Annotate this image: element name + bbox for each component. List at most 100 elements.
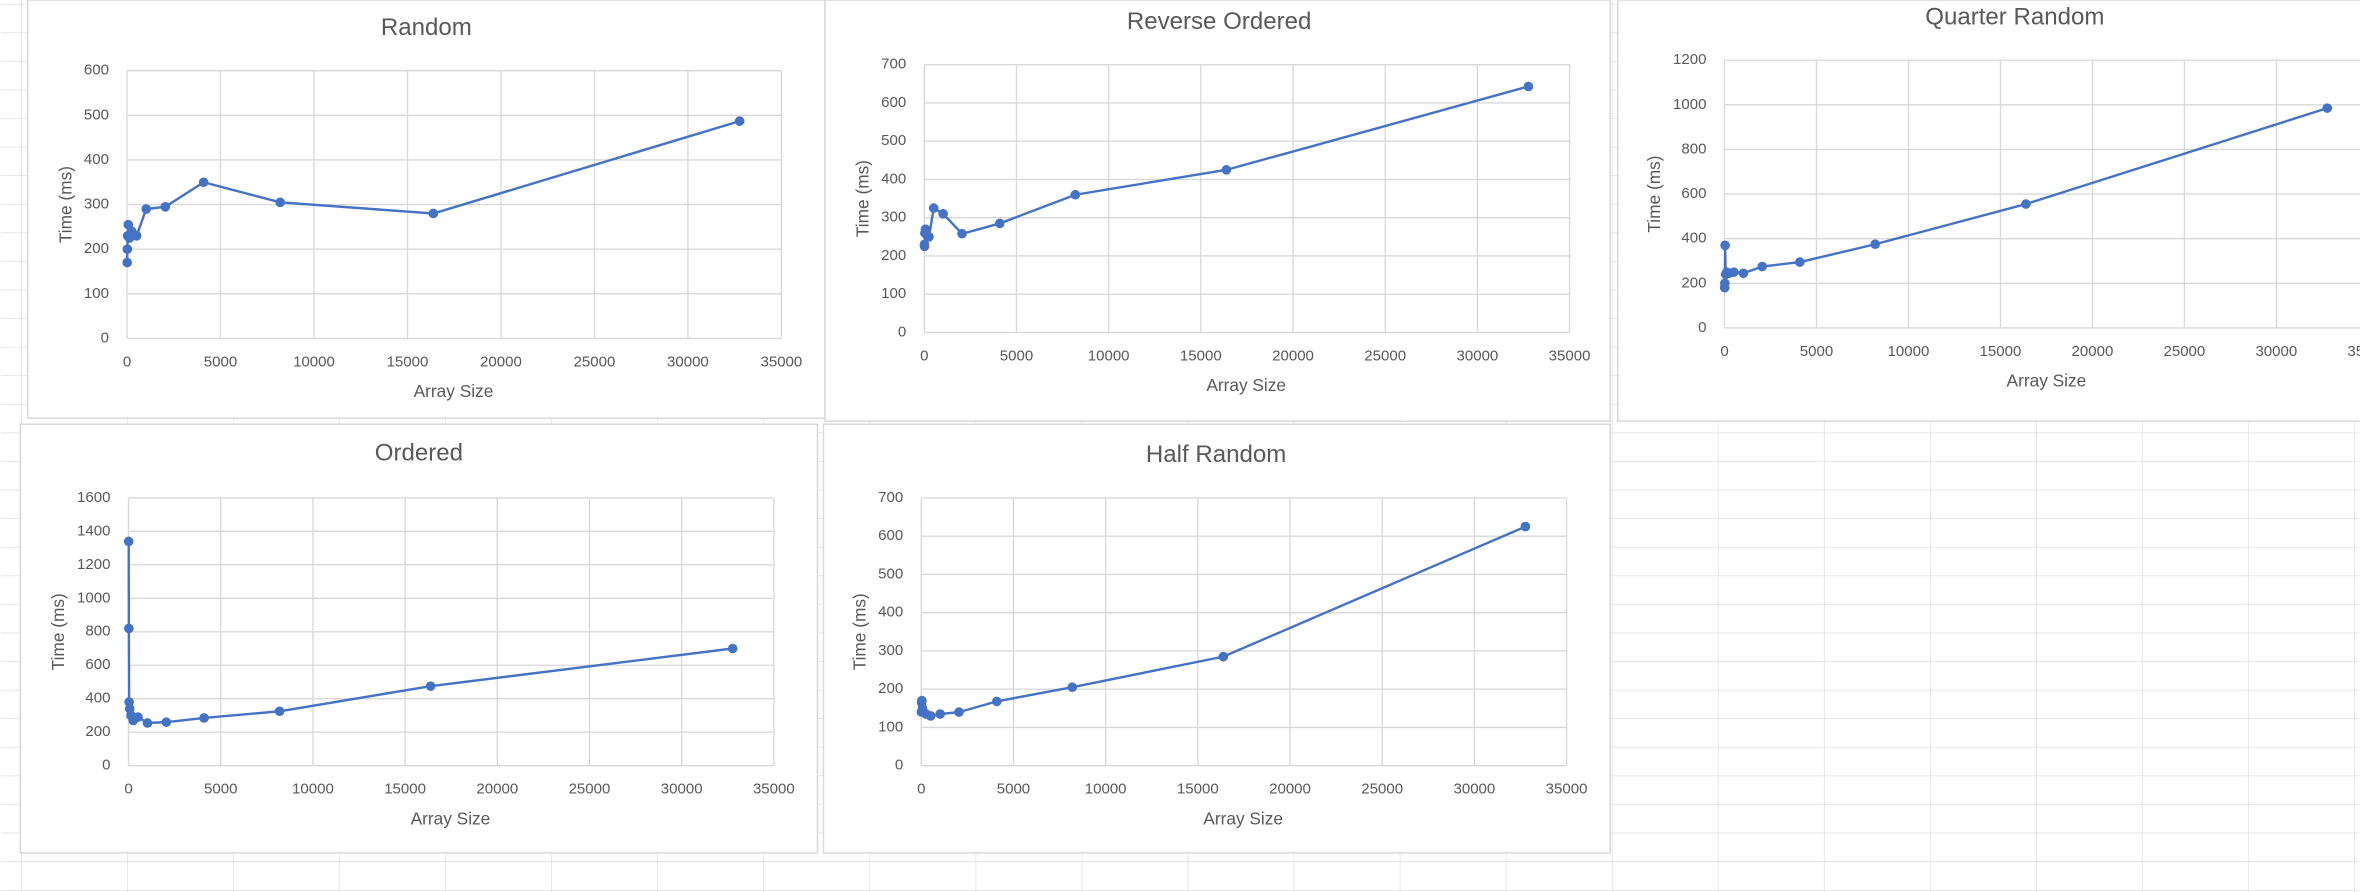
chart-title: Reverse Ordered (1127, 8, 1311, 35)
data-point (428, 208, 439, 219)
y-tick-label: 500 (881, 132, 906, 149)
data-point (2021, 199, 2031, 209)
data-point (131, 230, 142, 241)
data-point (141, 204, 152, 214)
x-tick-label: 0 (1720, 343, 1728, 360)
y-tick-label: 700 (881, 56, 906, 73)
x-tick-label: 25000 (569, 781, 611, 798)
x-tick-label: 30000 (2255, 343, 2297, 360)
chart-title: Quarter Random (1925, 3, 2104, 30)
data-point (198, 177, 209, 188)
x-tick-label: 15000 (387, 353, 429, 370)
y-tick-label: 800 (85, 623, 110, 640)
x-axis-label: Array Size (414, 381, 494, 401)
data-point (199, 713, 209, 723)
data-point (938, 209, 948, 219)
chart: 0 100 200 300 400 500 600 0 5000 10000 15000 20000 2… (27, 0, 826, 419)
y-tick-label: 400 (85, 690, 110, 707)
data-point (1221, 165, 1232, 175)
y-tick-label: 600 (1681, 185, 1706, 202)
data-point (142, 718, 153, 728)
x-tick-label: 35000 (2347, 343, 2360, 360)
data-point (1720, 278, 1730, 289)
x-tick-label: 25000 (1364, 347, 1406, 364)
y-tick-label: 600 (85, 656, 110, 673)
y-tick-label: 300 (84, 196, 109, 213)
data-point (917, 695, 927, 706)
y-tick-label: 1000 (77, 589, 110, 606)
y-tick-label: 0 (895, 757, 903, 774)
x-tick-label: 5000 (204, 353, 237, 370)
x-tick-label: 15000 (1980, 343, 2022, 360)
x-tick-label: 10000 (1888, 343, 1930, 360)
x-tick-label: 35000 (1546, 781, 1588, 798)
x-tick-label: 15000 (1180, 347, 1222, 364)
x-tick-label: 25000 (574, 353, 616, 370)
x-tick-label: 5000 (1800, 343, 1833, 360)
data-point (122, 244, 133, 255)
data-point (1757, 261, 1768, 272)
data-point (123, 536, 134, 547)
data-point (275, 197, 286, 208)
data-point (274, 706, 285, 717)
x-tick-label: 0 (124, 781, 132, 798)
y-tick-label: 200 (881, 247, 906, 264)
chart: 0 200 400 600 800 1000 1200 0 5000 10000 15000 2000… (1616, 0, 2360, 422)
chart-title: Half Random (1146, 441, 1286, 468)
data-point (924, 231, 934, 242)
chart: 0 100 200 300 400 500 600 700 0 5000 10000 15000 200… (824, 0, 1611, 422)
y-axis-label: Time (ms) (850, 593, 870, 670)
y-tick-label: 200 (84, 240, 109, 257)
y-tick-label: 500 (84, 106, 109, 123)
data-point (928, 203, 939, 213)
chart-title: Ordered (375, 440, 463, 467)
y-tick-label: 100 (881, 285, 906, 302)
data-point (124, 623, 134, 634)
data-point (1067, 682, 1078, 693)
y-tick-label: 100 (84, 285, 109, 302)
y-tick-label: 1600 (77, 489, 110, 506)
y-tick-label: 400 (878, 604, 903, 621)
x-axis-label: Array Size (2007, 371, 2087, 391)
data-point (919, 241, 930, 252)
data-point (1738, 268, 1749, 279)
y-axis-label: Time (ms) (48, 593, 68, 670)
y-tick-label: 500 (878, 565, 903, 582)
data-point (161, 717, 172, 727)
x-tick-label: 20000 (480, 353, 522, 370)
x-tick-label: 20000 (476, 781, 518, 798)
x-axis-label: Array Size (411, 808, 491, 828)
x-tick-label: 5000 (1000, 347, 1033, 364)
y-tick-label: 0 (102, 757, 110, 774)
chart-area (824, 0, 1611, 422)
x-tick-label: 30000 (1456, 347, 1498, 364)
chart-area (822, 423, 1611, 854)
x-tick-label: 20000 (1269, 781, 1311, 798)
data-point (1523, 81, 1534, 92)
y-tick-label: 800 (1681, 140, 1706, 157)
y-tick-label: 1000 (1673, 96, 1706, 113)
data-point (727, 643, 738, 654)
chart-title: Random (381, 14, 472, 41)
y-tick-label: 600 (878, 527, 903, 544)
x-tick-label: 35000 (753, 781, 795, 798)
chart-area (27, 0, 826, 419)
x-tick-label: 25000 (2163, 343, 2205, 360)
x-axis-label: Array Size (1203, 808, 1283, 828)
y-tick-label: 600 (84, 62, 109, 79)
y-tick-label: 0 (898, 323, 906, 340)
x-tick-label: 5000 (997, 781, 1030, 798)
data-point (1729, 267, 1739, 277)
data-point (925, 711, 936, 721)
data-point (425, 681, 436, 691)
x-tick-label: 0 (920, 347, 928, 364)
y-tick-label: 600 (881, 94, 906, 111)
data-point (1870, 239, 1881, 250)
x-tick-label: 30000 (1453, 781, 1495, 798)
y-tick-label: 400 (881, 170, 906, 187)
y-tick-label: 1200 (77, 556, 110, 573)
data-point (734, 116, 745, 126)
